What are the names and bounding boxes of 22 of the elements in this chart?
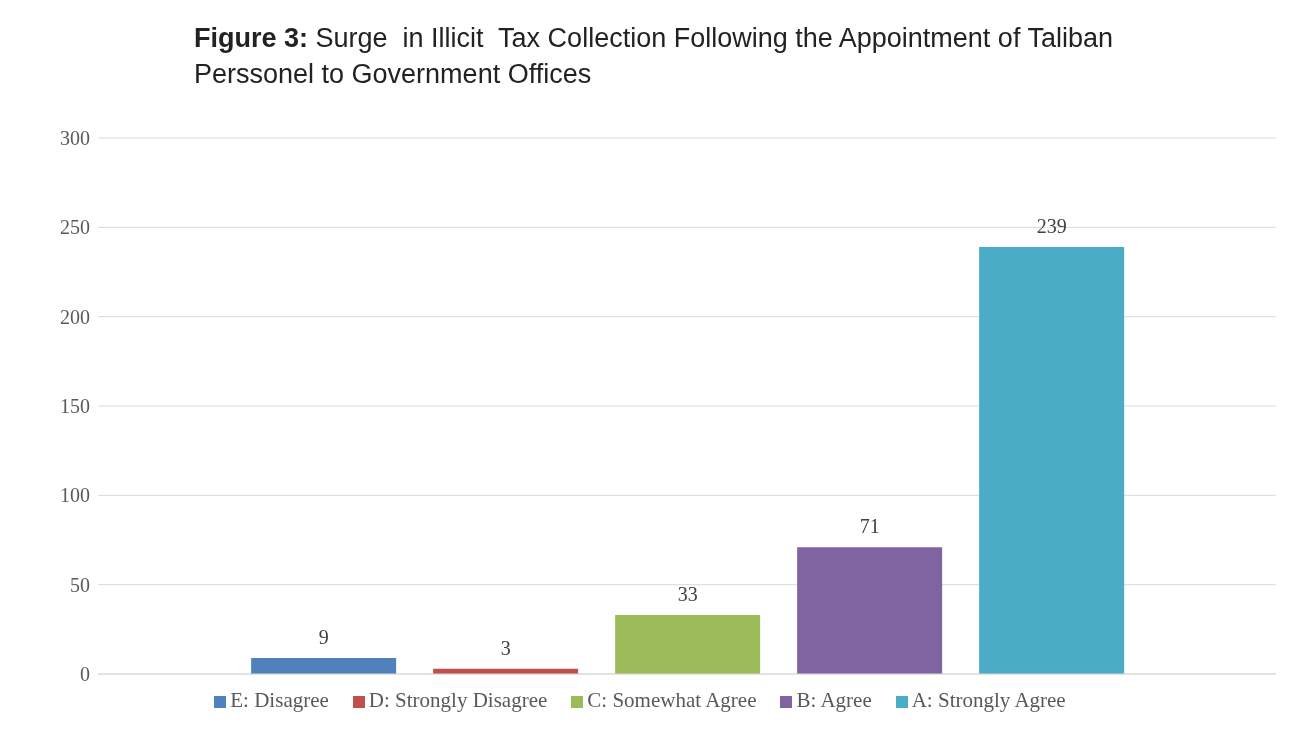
legend-label: E: Disagree <box>230 688 329 712</box>
legend-label: D: Strongly Disagree <box>368 688 548 712</box>
bar <box>615 615 761 674</box>
data-label: 239 <box>1036 214 1067 237</box>
y-tick-label: 300 <box>60 127 90 150</box>
data-label: 9 <box>318 625 329 648</box>
y-tick-label: 100 <box>60 484 90 507</box>
y-tick-label: 250 <box>60 216 90 239</box>
data-label: 33 <box>677 583 698 606</box>
bar <box>797 547 943 674</box>
y-tick-label: 200 <box>60 305 90 328</box>
y-tick-label: 0 <box>80 663 90 686</box>
data-label: 3 <box>500 636 511 659</box>
legend-label: C: Somewhat Agree <box>587 688 757 712</box>
data-label: 71 <box>859 515 880 538</box>
bar <box>251 657 397 674</box>
y-tick-label: 150 <box>60 395 90 418</box>
bar <box>979 246 1125 674</box>
legend-label: A: Strongly Agree <box>911 688 1066 712</box>
legend-label: B: Agree <box>796 688 872 712</box>
chart-title: Figure 3: Surge in Illicit Tax Collection Following the Appointment of Taliban Perssonel to Government Offices <box>194 22 1114 91</box>
y-tick-label: 50 <box>70 573 90 596</box>
